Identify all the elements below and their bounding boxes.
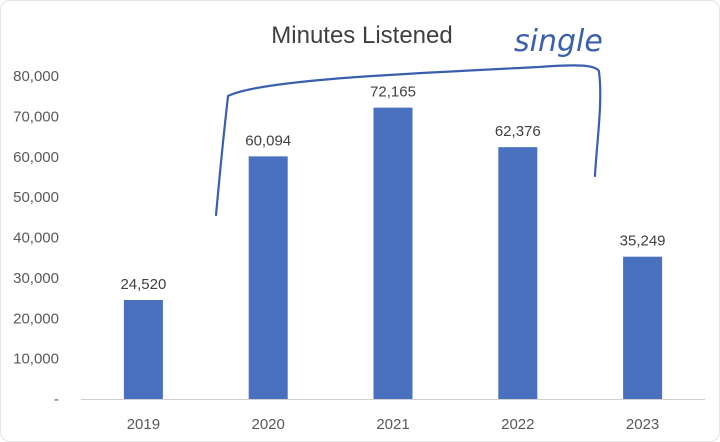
y-tick-label: 20,000 — [13, 310, 59, 327]
bar-2020 — [248, 156, 288, 399]
data-label-2020: 60,094 — [245, 132, 291, 149]
y-tick-label: 70,000 — [13, 108, 59, 125]
bars — [123, 107, 663, 399]
data-label-2019: 24,520 — [120, 276, 166, 293]
bar-2022 — [498, 147, 538, 399]
bar-2019 — [123, 300, 163, 399]
data-labels: 24,520 60,094 72,165 62,376 35,249 — [120, 84, 665, 293]
data-label-2023: 35,249 — [620, 233, 666, 250]
y-tick-label: 30,000 — [13, 270, 59, 287]
y-axis: - 10,000 20,000 30,000 40,000 50,000 60,000 70,… — [13, 68, 59, 408]
y-tick-label: 60,000 — [13, 149, 59, 166]
annotation-text: single — [514, 24, 603, 59]
y-tick-label: - — [54, 391, 59, 408]
y-tick-label: 80,000 — [13, 68, 59, 85]
bar-2023 — [623, 256, 663, 399]
x-axis: 2019 2020 2021 2022 2023 — [127, 416, 660, 433]
x-tick-label-2023: 2023 — [626, 416, 659, 433]
x-tick-label-2019: 2019 — [127, 416, 160, 433]
x-tick-label-2021: 2021 — [376, 416, 409, 433]
y-tick-label: 10,000 — [13, 351, 59, 368]
x-tick-label-2022: 2022 — [501, 416, 534, 433]
bar-2021 — [373, 107, 413, 399]
annotation-bracket — [214, 64, 602, 217]
data-label-2021: 72,165 — [370, 84, 416, 101]
y-tick-label: 50,000 — [13, 189, 59, 206]
data-label-2022: 62,376 — [495, 123, 541, 140]
y-tick-label: 40,000 — [13, 230, 59, 247]
x-tick-label-2020: 2020 — [252, 416, 285, 433]
chart-title: Minutes Listened — [271, 22, 452, 49]
